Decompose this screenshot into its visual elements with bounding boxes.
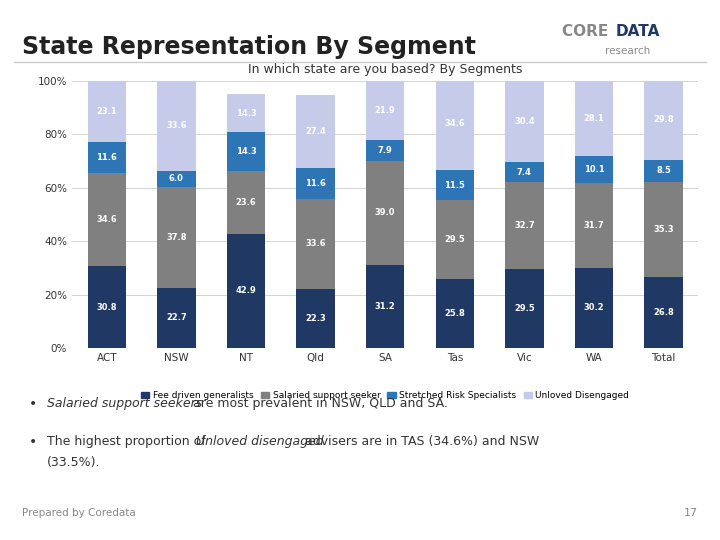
Bar [505, 182, 544, 269]
Bar [644, 80, 683, 160]
Text: Prepared by Coredata: Prepared by Coredata [22, 508, 135, 518]
Text: 11.5: 11.5 [444, 180, 465, 190]
Text: 7.9: 7.9 [378, 146, 392, 154]
Text: 11.6: 11.6 [305, 179, 326, 188]
Text: research: research [605, 46, 650, 56]
Legend: Fee driven generalists, Salaried support seeker, Stretched Risk Specialists, Unl: Fee driven generalists, Salaried support… [138, 388, 633, 404]
Text: 42.9: 42.9 [235, 286, 256, 295]
Text: 14.3: 14.3 [235, 147, 256, 156]
Text: 10.1: 10.1 [584, 165, 604, 174]
Text: 31.7: 31.7 [584, 221, 604, 230]
Bar [644, 183, 683, 276]
Text: 39.0: 39.0 [375, 208, 395, 217]
Text: 27.4: 27.4 [305, 127, 326, 136]
Text: 14.3: 14.3 [235, 109, 256, 118]
Bar [157, 187, 196, 288]
Bar [88, 266, 126, 348]
Text: advisers are in TAS (34.6%) and NSW: advisers are in TAS (34.6%) and NSW [301, 435, 539, 448]
Bar [505, 269, 544, 348]
Bar [297, 94, 335, 168]
Text: 23.1: 23.1 [96, 107, 117, 116]
Bar [575, 268, 613, 348]
Text: 29.5: 29.5 [444, 235, 465, 245]
Bar [575, 183, 613, 268]
Bar [297, 168, 335, 199]
Bar [297, 289, 335, 348]
Text: 7.4: 7.4 [517, 167, 532, 177]
Text: 35.3: 35.3 [653, 225, 674, 234]
Bar [88, 81, 126, 143]
Text: 30.4: 30.4 [514, 117, 535, 126]
Bar [227, 94, 265, 132]
Text: 11.6: 11.6 [96, 153, 117, 163]
Text: 37.8: 37.8 [166, 233, 186, 241]
Text: 32.7: 32.7 [514, 221, 535, 230]
Bar [575, 156, 613, 183]
Bar [157, 81, 196, 171]
Text: 6.0: 6.0 [169, 174, 184, 183]
Text: •: • [29, 435, 37, 449]
Text: Unloved disengaged: Unloved disengaged [196, 435, 323, 448]
Text: 30.2: 30.2 [584, 303, 604, 313]
Text: 22.7: 22.7 [166, 313, 186, 322]
Text: 21.9: 21.9 [375, 106, 395, 115]
Bar [436, 279, 474, 348]
Text: 28.1: 28.1 [584, 114, 604, 123]
Text: 26.8: 26.8 [653, 308, 674, 317]
Text: Salaried support seekers: Salaried support seekers [47, 397, 202, 410]
Bar [227, 132, 265, 171]
Bar [436, 77, 474, 170]
Bar [366, 161, 405, 265]
Bar [644, 160, 683, 183]
Text: 29.5: 29.5 [514, 305, 535, 313]
Text: 30.8: 30.8 [96, 302, 117, 312]
Bar [366, 265, 405, 348]
Bar [157, 288, 196, 348]
Text: The highest proportion of: The highest proportion of [47, 435, 210, 448]
Bar [366, 81, 405, 139]
Bar [505, 81, 544, 162]
Bar [436, 200, 474, 279]
Bar [227, 234, 265, 348]
Bar [227, 171, 265, 234]
Bar [157, 171, 196, 187]
Text: 33.6: 33.6 [305, 239, 326, 248]
Text: 34.6: 34.6 [444, 119, 465, 128]
Bar [297, 199, 335, 289]
Text: •: • [29, 397, 37, 411]
Bar [366, 139, 405, 161]
Bar [575, 81, 613, 156]
Text: 29.8: 29.8 [653, 115, 674, 124]
Text: 8.5: 8.5 [656, 166, 671, 176]
Bar [88, 143, 126, 173]
Title: In which state are you based? By Segments: In which state are you based? By Segment… [248, 63, 523, 76]
Text: 31.2: 31.2 [375, 302, 395, 311]
Text: 34.6: 34.6 [96, 215, 117, 224]
Text: 33.6: 33.6 [166, 121, 186, 130]
Text: CORE: CORE [562, 24, 613, 39]
Text: DATA: DATA [616, 24, 660, 39]
Bar [436, 170, 474, 200]
Bar [88, 173, 126, 266]
Bar [505, 162, 544, 182]
Text: are most prevalent in NSW, QLD and SA.: are most prevalent in NSW, QLD and SA. [189, 397, 448, 410]
Bar [644, 276, 683, 348]
Text: 22.3: 22.3 [305, 314, 326, 323]
Text: State Representation By Segment: State Representation By Segment [22, 35, 475, 59]
Text: (33.5%).: (33.5%). [47, 456, 100, 469]
Text: 17: 17 [684, 508, 698, 518]
Text: 25.8: 25.8 [444, 309, 465, 318]
Text: 23.6: 23.6 [235, 198, 256, 207]
